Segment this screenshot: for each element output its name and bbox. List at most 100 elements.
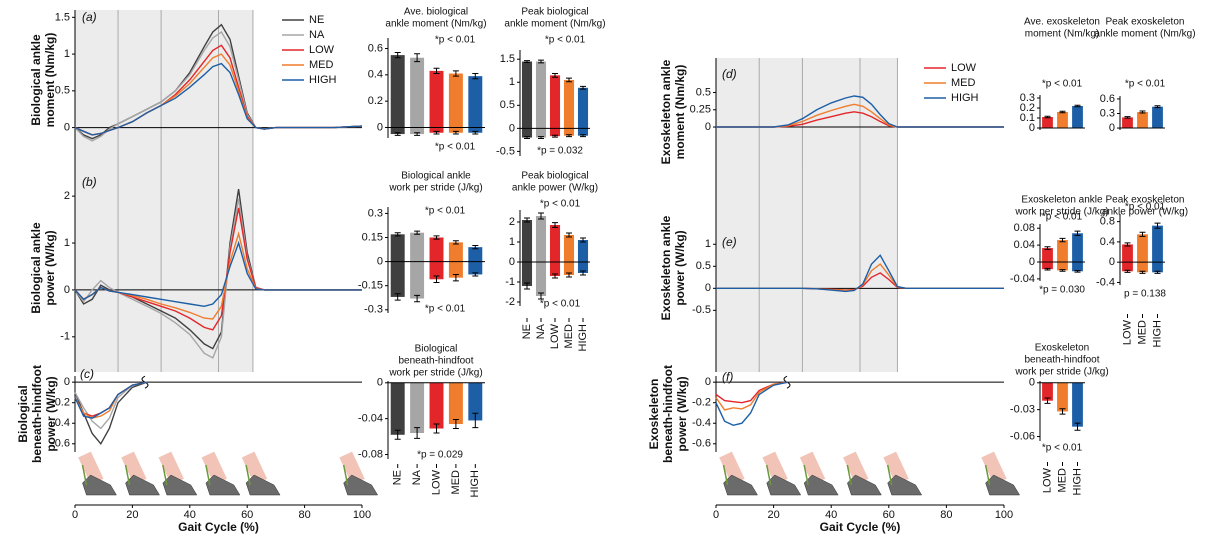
gait-shade bbox=[75, 168, 253, 372]
foot-icon bbox=[981, 452, 1019, 495]
bar bbox=[1152, 226, 1163, 263]
y-axis-label: power (W/kg) bbox=[43, 230, 57, 305]
bar bbox=[522, 62, 532, 129]
chart-title: Ave. exoskeleton bbox=[1024, 17, 1100, 28]
y-axis-label: Exoskeleton ankle bbox=[659, 59, 673, 164]
bar bbox=[1057, 383, 1068, 412]
y-axis-label: power (W/kg) bbox=[673, 230, 687, 305]
bar bbox=[1122, 117, 1133, 128]
bar bbox=[430, 383, 444, 429]
panel-letter: (c) bbox=[80, 367, 94, 381]
y-tick-label: 0 bbox=[509, 256, 515, 268]
bar bbox=[410, 262, 424, 299]
y-tick-label: 0 bbox=[377, 256, 383, 268]
y-tick-label: 1 bbox=[705, 238, 711, 250]
annotation: *p < 0.01 bbox=[1125, 202, 1166, 213]
x-tick-label: LOW bbox=[1041, 467, 1053, 493]
y-axis-label: power (W/kg) bbox=[44, 376, 58, 451]
y-tick-label: 1 bbox=[64, 48, 70, 60]
x-tick-label: 80 bbox=[298, 509, 310, 521]
foot-icon bbox=[800, 452, 838, 495]
foot-icon bbox=[202, 452, 240, 495]
x-tick-label: 100 bbox=[995, 509, 1013, 521]
bar bbox=[522, 262, 532, 286]
y-tick-label: 2 bbox=[64, 190, 70, 202]
bar bbox=[536, 216, 546, 262]
y-tick-label: -0.2 bbox=[692, 397, 711, 409]
panel-letter: (b) bbox=[82, 175, 97, 189]
y-tick-label: 0 bbox=[1109, 256, 1115, 268]
y-tick-label: 0.5 bbox=[500, 99, 515, 111]
y-axis-label: Biological ankle bbox=[29, 222, 43, 314]
y-tick-label: 0.6 bbox=[368, 42, 383, 54]
y-tick-label: 0.4 bbox=[1100, 236, 1115, 248]
y-tick-label: -0.04 bbox=[1010, 273, 1035, 285]
annotation: *p = 0.030 bbox=[1039, 285, 1085, 296]
x-tick-label: NA bbox=[411, 469, 423, 485]
legend-label: HIGH bbox=[951, 92, 979, 104]
chart-title: Exoskeleton ankle bbox=[1021, 195, 1103, 206]
y-tick-label: 0 bbox=[64, 376, 70, 388]
y-tick-label: 0 bbox=[1029, 256, 1035, 268]
chart-title: ankle moment (Nm/kg) bbox=[1094, 29, 1195, 40]
bar bbox=[410, 58, 424, 128]
bar bbox=[550, 75, 560, 128]
x-tick-label: 20 bbox=[126, 509, 138, 521]
x-tick-label: MED bbox=[1056, 468, 1068, 493]
bar bbox=[391, 383, 405, 435]
y-tick-label: 0.3 bbox=[1100, 107, 1115, 119]
y-tick-label: -0.08 bbox=[358, 448, 383, 460]
chart-title: work per stride (J/kg) bbox=[1014, 367, 1108, 378]
annotation: *p < 0.01 bbox=[425, 206, 466, 217]
bar bbox=[449, 383, 463, 424]
y-tick-label: 0.4 bbox=[368, 69, 383, 81]
y-tick-label: -0.15 bbox=[358, 280, 383, 292]
error-bar bbox=[552, 135, 558, 137]
y-axis-label: Exoskeleton ankle bbox=[659, 215, 673, 320]
legend-label: LOW bbox=[951, 62, 977, 74]
foot-icon bbox=[78, 452, 116, 495]
bar bbox=[536, 262, 546, 296]
annotation: *p < 0.01 bbox=[545, 35, 586, 46]
y-tick-label: 0 bbox=[1029, 377, 1035, 389]
y-tick-label: 0.3 bbox=[368, 207, 383, 219]
chart-title: Peak exoskeleton bbox=[1106, 17, 1185, 28]
y-axis-label: beneath-hindfoot bbox=[661, 365, 675, 463]
annotation: *p < 0.01 bbox=[1042, 79, 1083, 90]
bar bbox=[391, 262, 405, 297]
x-tick-label: 0 bbox=[72, 509, 78, 521]
figure: 00.511.5NENALOWMEDHIGH(a)Biological ankl… bbox=[0, 0, 1220, 535]
legend-label: NE bbox=[309, 14, 324, 26]
foot-icon bbox=[843, 452, 881, 495]
x-tick-label: LOW bbox=[430, 469, 442, 495]
chart-title: work per stride (J/kg) bbox=[388, 183, 482, 194]
bar bbox=[1137, 262, 1148, 272]
y-tick-label: -0.04 bbox=[358, 413, 383, 425]
chart-title: Ave. biological bbox=[404, 7, 468, 18]
annotation: *p < 0.01 bbox=[540, 199, 581, 210]
legend-label: NA bbox=[309, 29, 325, 41]
annotation: *p < 0.01 bbox=[1042, 212, 1083, 223]
y-tick-label: -0.4 bbox=[692, 417, 711, 429]
x-tick-label: 40 bbox=[825, 509, 837, 521]
y-tick-label: -0.4 bbox=[1096, 276, 1115, 288]
y-tick-label: 1 bbox=[509, 236, 515, 248]
y-axis-label: Exoskeleton bbox=[647, 379, 661, 450]
y-tick-label: 0 bbox=[705, 121, 711, 133]
bar bbox=[468, 76, 482, 127]
x-tick-label: 100 bbox=[353, 509, 371, 521]
bar bbox=[564, 235, 574, 262]
y-tick-label: 1.5 bbox=[55, 11, 70, 23]
y-tick-label: 2 bbox=[509, 216, 515, 228]
bar bbox=[468, 247, 482, 261]
foot-icon bbox=[121, 452, 159, 495]
error-bar bbox=[538, 60, 544, 63]
bar bbox=[449, 242, 463, 261]
panel-letter: (f) bbox=[722, 370, 733, 384]
y-tick-label: -2 bbox=[505, 296, 515, 308]
y-tick-label: -0.3 bbox=[364, 304, 383, 316]
bar bbox=[1152, 107, 1163, 128]
legend-label: MED bbox=[951, 77, 976, 89]
x-tick-label: MED bbox=[563, 324, 575, 349]
bar bbox=[578, 240, 588, 262]
